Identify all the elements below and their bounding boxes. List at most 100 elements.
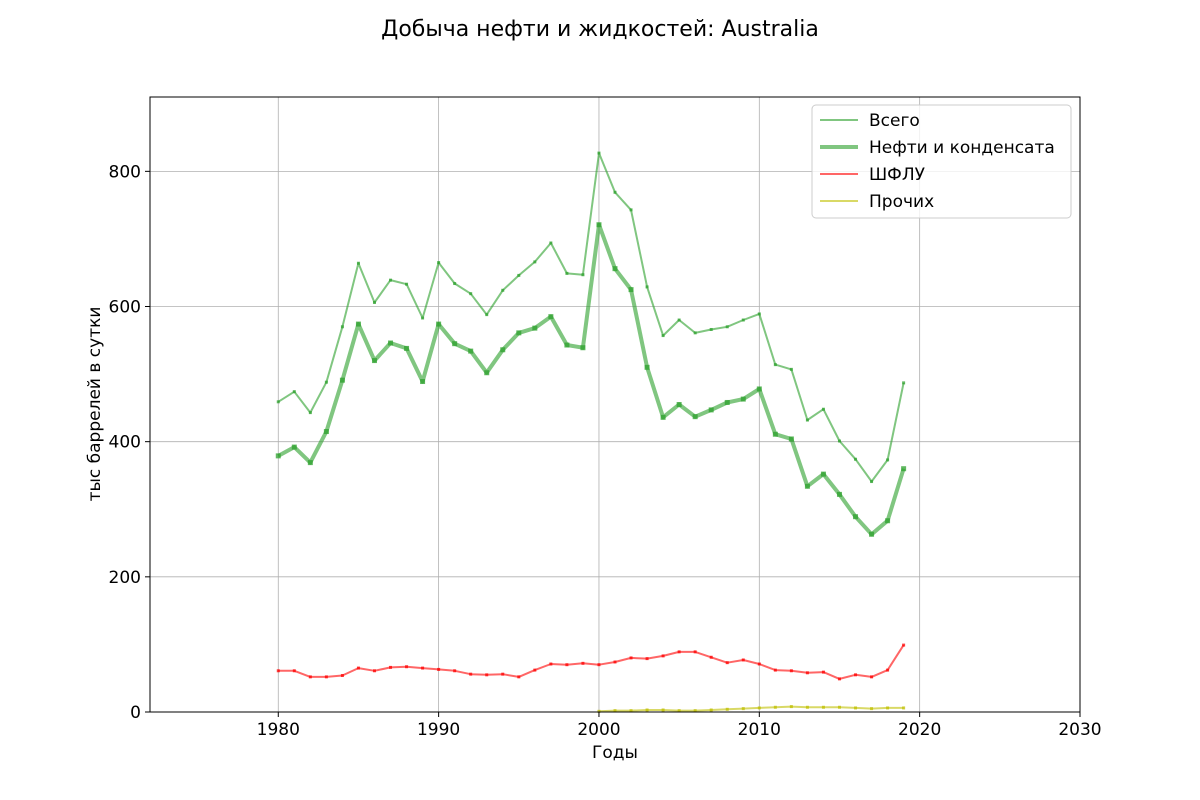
data-point [437,667,441,671]
data-point [773,363,777,367]
data-point [869,531,875,537]
data-point [612,266,618,272]
y-tick-label: 600 [109,298,141,318]
data-point [724,399,730,405]
x-axis-label: Годы [592,743,638,763]
data-point [597,151,601,155]
x-tick-label: 2020 [898,720,941,740]
series-line [277,152,905,483]
data-point [644,364,650,370]
data-point [773,668,777,672]
data-point [533,260,537,264]
data-point [886,706,890,710]
data-point [485,673,489,677]
series-line [598,705,904,713]
data-point [565,271,569,275]
data-point [340,325,344,329]
data-point [340,674,344,678]
data-point [453,669,457,673]
data-point [324,380,328,384]
data-point [772,431,778,437]
data-point [581,661,585,665]
chart-title: Добыча нефти и жидкостей: Australia [381,17,819,42]
data-point [517,675,521,679]
legend-label: ШФЛУ [869,165,926,185]
data-point [549,662,553,666]
plot-frame [149,96,1081,713]
data-point [469,292,473,296]
data-point [789,367,793,371]
data-point [356,261,360,265]
data-point [677,650,681,654]
data-point [886,668,890,672]
data-point [613,660,617,664]
data-point [645,285,649,289]
series-4 [597,705,906,713]
data-point [854,673,858,677]
data-point [372,669,376,673]
data-point [421,666,425,670]
data-point [629,656,633,660]
data-point [516,330,522,336]
data-point [405,282,409,286]
data-point [484,370,490,376]
data-point [276,669,280,673]
data-point [708,407,714,413]
data-point [276,400,280,404]
data-point [501,672,505,676]
data-point [902,381,906,385]
data-point [788,436,794,442]
data-point [581,273,585,277]
y-tick-label: 400 [109,433,141,453]
legend-label: Прочих [869,192,934,212]
data-point [757,706,761,710]
data-point [372,300,376,304]
x-tick-label: 2030 [1058,720,1101,740]
data-point [597,709,601,713]
data-point [661,654,665,658]
data-point [837,439,841,443]
data-point [292,390,296,394]
series-line [277,222,906,537]
data-point [436,321,442,327]
series-1 [276,151,906,484]
data-point [757,312,761,316]
data-point [885,518,891,524]
y-tick-label: 200 [109,568,141,588]
series-2 [275,222,907,537]
data-point [469,672,473,676]
data-point [453,282,457,286]
data-point [613,190,617,194]
data-point [741,707,745,711]
data-point [291,444,297,450]
data-point [693,331,697,335]
data-point [837,677,841,681]
data-point [517,273,521,277]
data-point [821,705,825,709]
data-point [580,345,586,351]
x-tick-label: 1980 [257,720,300,740]
data-point [725,661,729,665]
data-point [661,708,665,712]
data-point [692,414,698,420]
data-point [821,670,825,674]
data-point [389,665,393,669]
x-tick-label: 2010 [738,720,781,740]
data-point [485,313,489,317]
data-point [677,709,681,713]
data-point [549,241,553,245]
data-point [356,666,360,670]
data-point [820,471,826,477]
data-point [405,665,409,669]
data-point [389,278,393,282]
data-point [420,379,426,385]
data-point [676,402,682,407]
data-point [756,386,762,392]
data-point [757,662,761,666]
data-point [308,411,312,415]
x-tick-label: 1990 [417,720,460,740]
data-point [741,658,745,662]
data-point [275,453,281,459]
data-point [500,347,506,353]
